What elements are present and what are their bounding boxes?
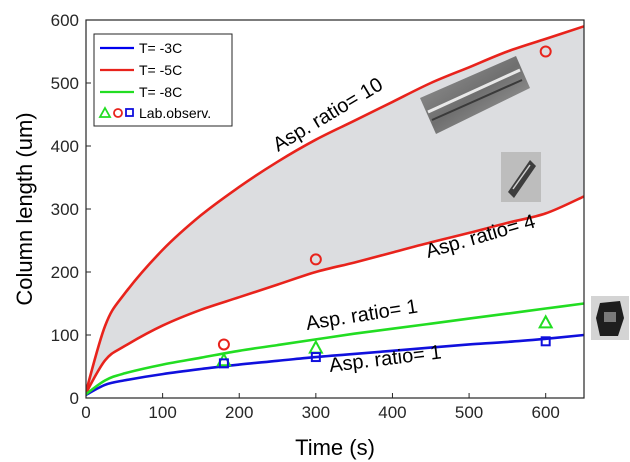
curve-blue-t3: [86, 333, 584, 397]
y-axis-label: Column length (um): [12, 112, 37, 305]
curve-red-aspect-10: [86, 25, 584, 393]
observation-circle-marker: [309, 253, 322, 266]
legend: T= -3C T= -5C T= -8C Lab.observ.: [93, 33, 233, 127]
y-tick-label: 100: [51, 326, 79, 345]
legend-label-t3: T= -3C: [139, 40, 182, 56]
annotation-aspect-1-blue: Asp. ratio= 1: [328, 341, 443, 377]
crystal-image-aspect-1: [591, 296, 629, 340]
y-tick-label: 500: [51, 74, 79, 93]
observation-triangle-marker: [538, 314, 554, 329]
legend-triangle-marker: [98, 106, 112, 118]
legend-label-t5: T= -5C: [139, 62, 182, 78]
y-tick-label: 300: [51, 200, 79, 219]
legend-circle-marker: [113, 108, 123, 118]
observation-square-marker: [310, 352, 321, 363]
observation-circle-marker: [217, 338, 230, 351]
y-tick-label: 600: [51, 11, 79, 30]
x-tick-label: 300: [302, 403, 330, 422]
observation-square-marker: [540, 336, 551, 347]
y-tick-label: 0: [70, 389, 79, 408]
annotation-aspect-1-green: Asp. ratio= 1: [304, 296, 419, 335]
legend-label-lab: Lab.observ.: [139, 105, 211, 121]
observation-square-marker: [218, 358, 229, 369]
x-tick-label: 500: [455, 403, 483, 422]
curve-green-t8: [86, 302, 584, 396]
x-tick-label: 400: [378, 403, 406, 422]
legend-label-t8: T= -8C: [139, 84, 182, 100]
x-axis-label: Time (s): [295, 435, 375, 460]
crystal-image-aspect-4: [501, 152, 541, 202]
observation-circle-marker: [539, 45, 552, 58]
x-tick-label: 200: [225, 403, 253, 422]
crystal-image-aspect-10: [420, 56, 530, 134]
x-tick-label: 0: [81, 403, 90, 422]
curve-red-aspect-4: [86, 195, 584, 394]
y-tick-label: 200: [51, 263, 79, 282]
y-tick-label: 400: [51, 137, 79, 156]
observation-triangle-marker: [308, 339, 324, 354]
legend-square-marker: [125, 108, 134, 117]
x-tick-label: 600: [532, 403, 560, 422]
x-tick-label: 100: [148, 403, 176, 422]
